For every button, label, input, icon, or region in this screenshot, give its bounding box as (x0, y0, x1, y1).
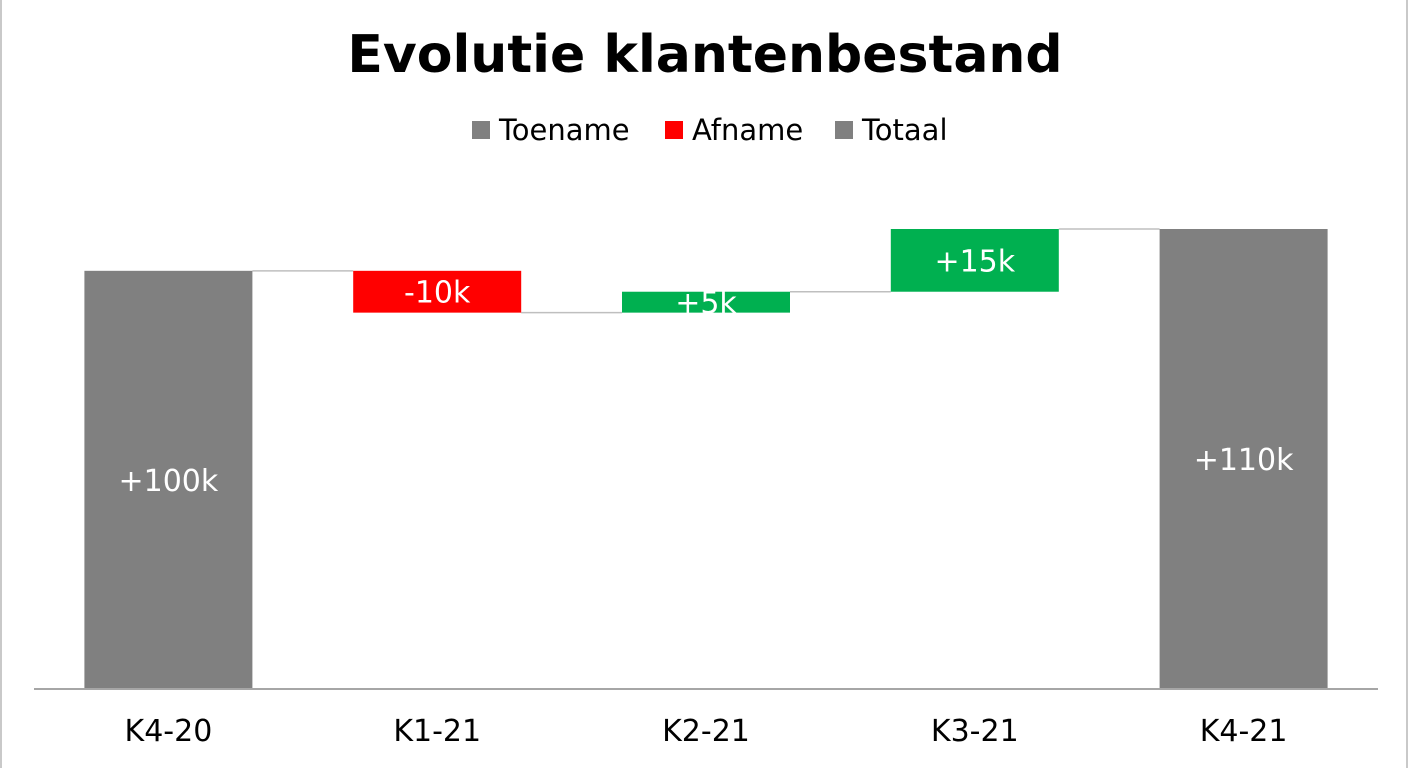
legend-swatch-1 (665, 121, 683, 139)
legend-label-2: Totaal (861, 113, 948, 147)
connector-lines (252, 228, 1160, 314)
legend-swatch-2 (835, 121, 853, 139)
x-tick-label-0: K4-20 (125, 714, 213, 749)
legend-swatch-0 (472, 121, 490, 139)
legend-label-0: Toename (498, 113, 630, 147)
data-label-3: +15k (934, 244, 1015, 279)
data-label-2: +5k (675, 286, 737, 321)
bar-k3-21 (890, 229, 1059, 292)
legend: Toename Afname Totaal (472, 113, 948, 147)
data-label-1: -10k (404, 276, 471, 311)
x-tick-label-4: K4-21 (1200, 714, 1288, 749)
bars: +100k -10k +5k +15k +110k (84, 229, 1328, 689)
x-tick-label-2: K2-21 (662, 714, 750, 749)
x-tick-label-1: K1-21 (393, 714, 481, 749)
chart-title: Evolutie klantenbestand (347, 25, 1062, 85)
bar-k4-20 (84, 270, 253, 689)
bar-k2-21 (622, 291, 790, 313)
data-label-0: +100k (119, 464, 219, 499)
data-label-4: +110k (1194, 443, 1294, 478)
x-tick-label-3: K3-21 (931, 714, 1019, 749)
bar-k4-21 (1159, 229, 1328, 689)
x-axis-labels: K4-20 K1-21 K2-21 K3-21 K4-21 (125, 714, 1288, 749)
bar-k1-21 (353, 270, 522, 313)
legend-label-1: Afname (692, 113, 803, 147)
